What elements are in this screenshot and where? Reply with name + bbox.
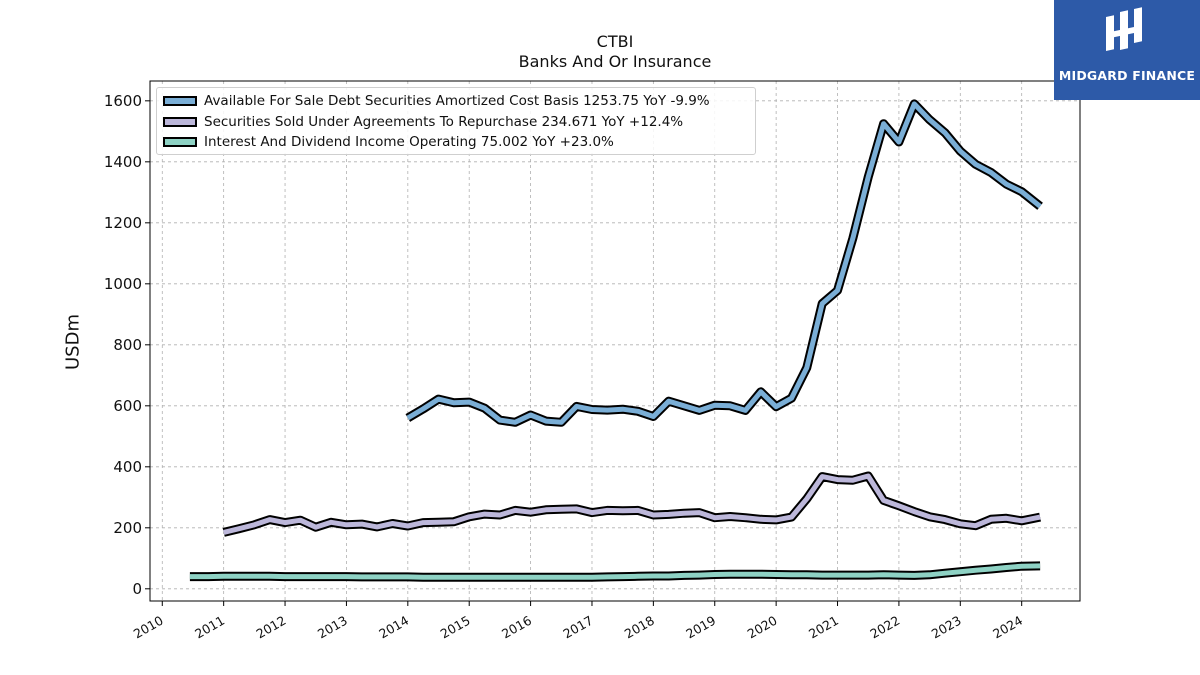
y-axis-ticks: 0 200 400 600 800 1000 1200 1400 1600 <box>104 92 150 598</box>
legend-swatch <box>163 116 197 127</box>
x-tick-label: 2023 <box>929 613 964 642</box>
legend-swatch <box>163 137 197 148</box>
legend-label: Interest And Dividend Income Operating 7… <box>204 134 614 151</box>
plot-frame <box>149 80 1081 602</box>
legend: Available For Sale Debt Securities Amort… <box>156 87 756 155</box>
x-tick-label: 2016 <box>499 613 534 642</box>
x-tick-label: 2020 <box>745 613 780 642</box>
series-lines <box>189 99 1043 582</box>
x-tick-label: 2012 <box>253 613 288 642</box>
midgard-finance-logo: MIDGARD FINANCE <box>1054 0 1200 100</box>
x-tick-label: 2019 <box>683 613 718 642</box>
x-tick-label: 2021 <box>806 613 841 642</box>
y-tick-label: 1200 <box>104 214 142 232</box>
y-tick-label: 800 <box>113 336 142 354</box>
x-tick-label: 2018 <box>622 613 657 642</box>
x-axis-ticks: 2010 2011 2012 2013 2014 2015 2016 2017 2018 2019… <box>131 601 1025 642</box>
chart-subtitle: Banks And Or Insurance <box>518 52 712 71</box>
legend-label: Securities Sold Under Agreements To Repu… <box>204 113 684 130</box>
x-tick-label: 2022 <box>867 613 902 642</box>
y-tick-label: 0 <box>132 580 142 598</box>
x-tick-label: 2011 <box>192 613 227 642</box>
y-tick-label: 200 <box>113 519 142 537</box>
series-line <box>406 101 1042 425</box>
y-tick-label: 1600 <box>104 92 142 110</box>
logo-text: MIDGARD FINANCE <box>1058 68 1196 83</box>
legend-item: Available For Sale Debt Securities Amort… <box>163 91 755 112</box>
chart-title: CTBI <box>596 32 634 51</box>
x-tick-label: 2010 <box>131 613 166 642</box>
x-tick-label: 2014 <box>376 613 411 642</box>
logo-mark-icon <box>1106 7 1142 51</box>
y-tick-label: 1000 <box>104 275 142 293</box>
legend-label: Available For Sale Debt Securities Amort… <box>204 93 710 110</box>
series-line <box>189 563 1041 580</box>
y-tick-label: 1400 <box>104 153 142 171</box>
series-line <box>223 473 1041 535</box>
y-tick-label: 400 <box>113 458 142 476</box>
y-axis-label: USDm <box>62 314 84 370</box>
legend-item: Interest And Dividend Income Operating 7… <box>163 132 755 153</box>
y-tick-label: 600 <box>113 397 142 415</box>
x-tick-label: 2013 <box>315 613 350 642</box>
x-tick-label: 2015 <box>438 613 473 642</box>
legend-item: Securities Sold Under Agreements To Repu… <box>163 112 755 133</box>
x-tick-label: 2024 <box>990 613 1025 642</box>
x-tick-label: 2017 <box>560 613 595 642</box>
legend-swatch <box>163 96 197 107</box>
